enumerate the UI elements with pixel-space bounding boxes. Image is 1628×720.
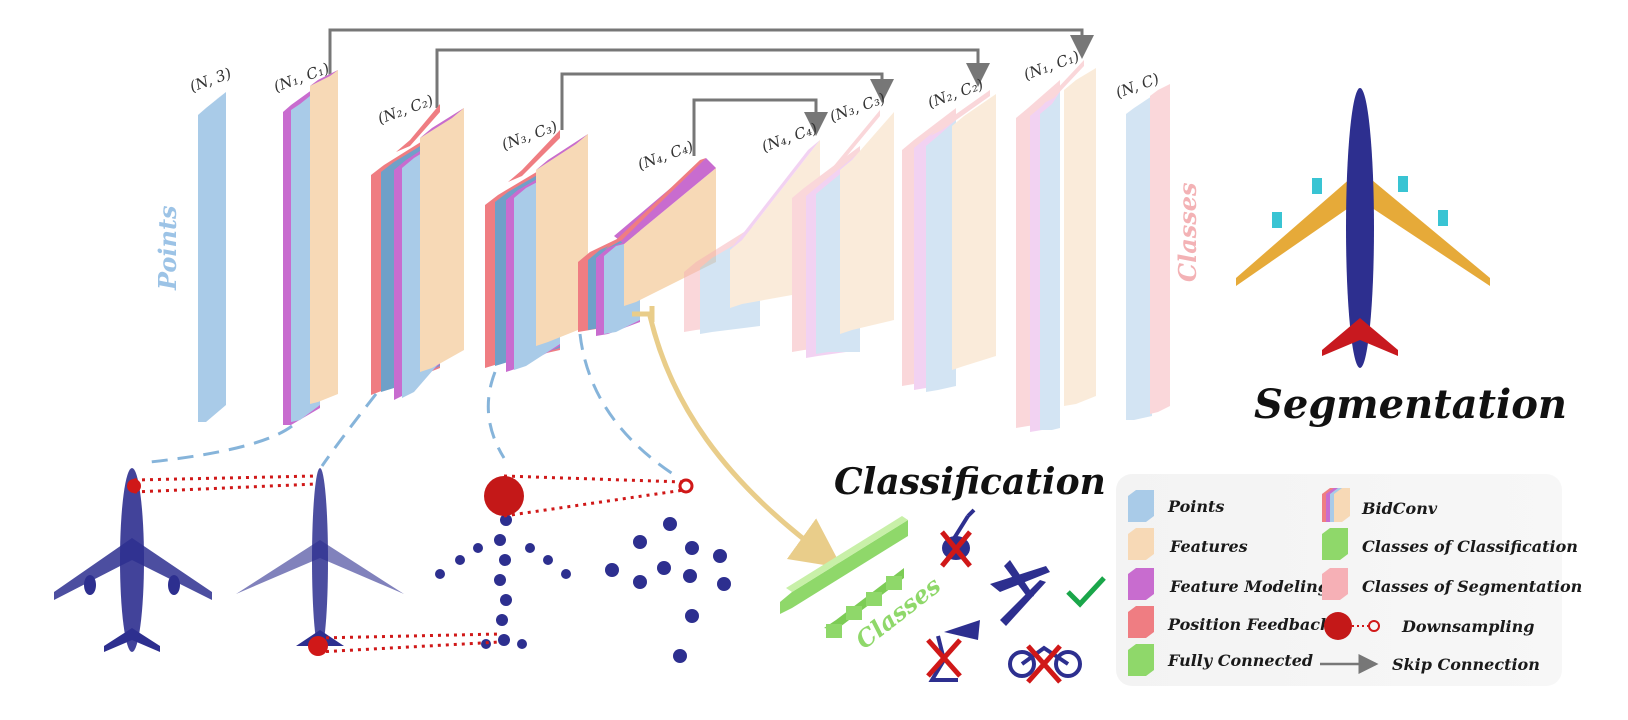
skip-connection-3: [560, 72, 894, 130]
legend-item-classes-of-classification: Classes of Classification: [1322, 528, 1578, 560]
classification-fc-block: [780, 516, 908, 638]
shape-label-0: (N, 3): [187, 64, 234, 96]
classification-branch-arrow: [647, 315, 843, 568]
svg-text:Features: Features: [1169, 537, 1248, 556]
legend-item-position-feedback: Position Feedback: [1128, 606, 1331, 638]
features-layer-2: [420, 108, 464, 372]
points-vertical-label: Points: [153, 205, 182, 291]
downsample-marker-2: [308, 636, 328, 656]
svg-text:BidConv: BidConv: [1361, 499, 1438, 518]
svg-text:Classes of Segmentation: Classes of Segmentation: [1362, 577, 1582, 596]
shape-label-4: (N₄, C₄): [635, 137, 696, 174]
legend-item-feature-modeling: Feature Modeling: [1128, 568, 1329, 600]
features-layer-1: [310, 70, 338, 404]
reject-mark-2: [926, 638, 962, 678]
shape-label-7: (N₂, C₂): [925, 75, 986, 112]
svg-text:Downsampling: Downsampling: [1401, 617, 1534, 636]
motorbike-sample: [1008, 644, 1082, 684]
classification-title: Classification: [834, 461, 1106, 503]
reject-mark-1: [940, 530, 972, 568]
legend-item-skip-connection: Skip Connection: [1320, 654, 1540, 674]
svg-text:Fully Connected: Fully Connected: [1167, 651, 1313, 670]
downsampling-links: [149, 333, 677, 478]
point-cloud-airplane-1: [54, 468, 212, 652]
skip-connection-2: [435, 48, 990, 108]
downsample-marker-4: [678, 478, 694, 494]
point-cloud-airplane-3: [435, 494, 571, 649]
input-points-layer: [198, 92, 226, 422]
downsampling-connectors: [133, 474, 685, 654]
svg-text:Skip Connection: Skip Connection: [1392, 655, 1540, 674]
svg-text:Position Feedback: Position Feedback: [1167, 615, 1331, 634]
legend-item-downsampling: Downsampling: [1324, 612, 1534, 640]
point-cloud-airplane-2: [236, 468, 404, 652]
skip-connections: [328, 28, 1094, 156]
segmentation-airplane: [1236, 88, 1490, 368]
segmentation-title: Segmentation: [1254, 381, 1567, 428]
guitar-sample: [940, 508, 976, 568]
decoder-layers: [684, 60, 1170, 432]
shape-label-6: (N₃, C₃): [827, 89, 888, 126]
legend-item-fully-connected: Fully Connected: [1128, 644, 1313, 676]
shape-label-8: (N₁, C₁): [1021, 47, 1082, 84]
downsample-marker-1: [127, 479, 141, 493]
features-layer-3: [536, 134, 588, 346]
output-classes-layer: [1150, 84, 1170, 414]
accept-check-mark: [1066, 576, 1106, 608]
svg-text:Feature Modeling: Feature Modeling: [1169, 577, 1329, 596]
svg-text:Classes of Classification: Classes of Classification: [1362, 537, 1578, 556]
skip-connection-4: [692, 98, 828, 156]
output-points-layer: [1126, 96, 1152, 420]
shape-label-3: (N₃, C₃): [499, 117, 560, 154]
svg-text:Points: Points: [1167, 497, 1224, 516]
classification-samples: [926, 508, 1106, 684]
legend-item-classes-of-segmentation: Classes of Segmentation: [1322, 568, 1582, 600]
lamp-sample: [926, 620, 980, 682]
skip-connection-1: [328, 28, 1094, 85]
reject-mark-3: [1026, 644, 1062, 684]
downsample-marker-3: [484, 476, 524, 516]
legend-item-features: Features: [1128, 528, 1248, 560]
encoder-layers: [198, 70, 716, 425]
legend-item-bidconv: BidConv: [1322, 488, 1438, 522]
legend: Points Features Feature Modeling Positio…: [1116, 474, 1582, 686]
point-cloud-airplane-4: [605, 517, 731, 663]
classes-vertical-label: Classes: [1173, 182, 1202, 282]
airplane-sample: [990, 560, 1050, 626]
legend-item-points: Points: [1128, 490, 1224, 522]
